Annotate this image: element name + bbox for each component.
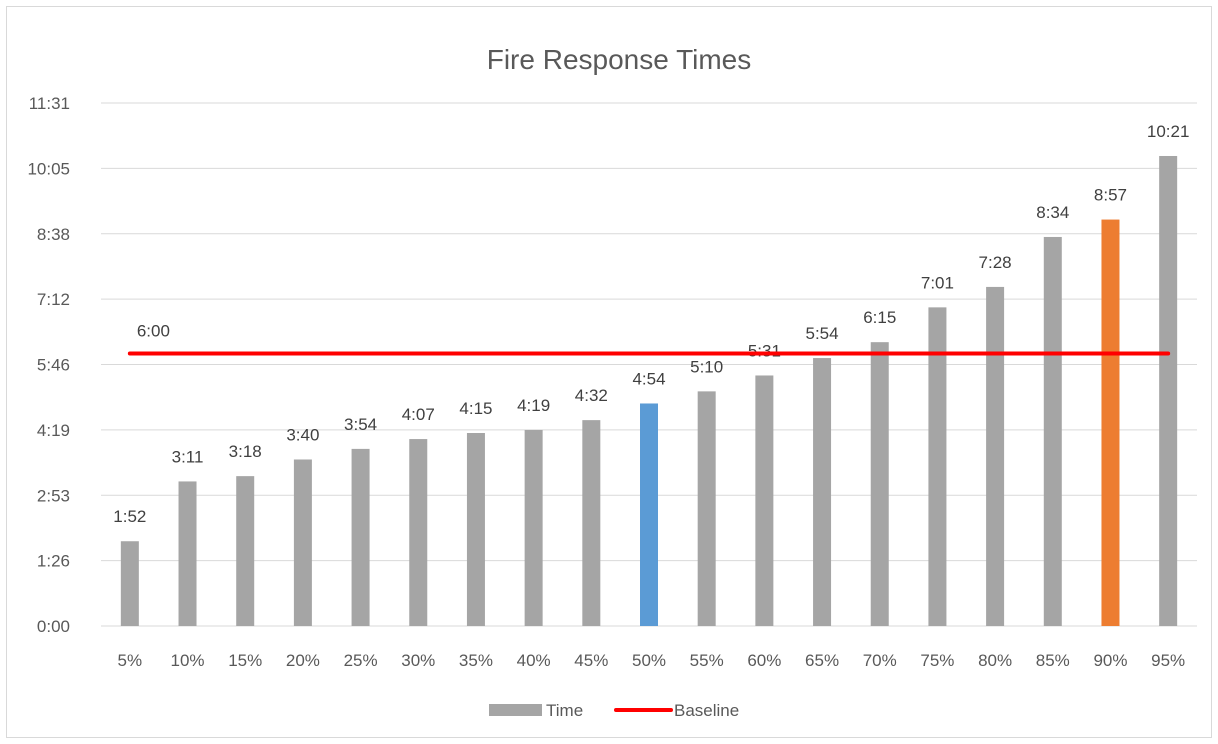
x-tick-label: 20% (286, 651, 320, 670)
bar-75pct (928, 307, 947, 626)
bar-20pct (293, 459, 312, 626)
bar-35pct (466, 432, 485, 626)
x-tick-label: 15% (228, 651, 262, 670)
bar-70pct (870, 342, 889, 626)
gridlines (101, 102, 1197, 627)
data-label: 4:19 (517, 396, 550, 415)
data-label: 7:01 (921, 273, 954, 292)
data-label: 5:31 (748, 341, 781, 360)
baseline-series: 6:00 (127, 322, 1171, 356)
data-label: 10:21 (1147, 122, 1190, 141)
y-tick-label: 0:00 (37, 617, 70, 636)
data-label: 4:07 (402, 405, 435, 424)
x-axis-ticks: 5% 10% 15% 20% 25% 30% 35% 40% 45% 50% 55% 60% 65% 70… (118, 651, 1186, 670)
bar-80pct (986, 286, 1005, 626)
bar-30pct (409, 439, 428, 626)
data-label: 4:32 (575, 386, 608, 405)
bar-25pct (351, 448, 370, 626)
data-label: 5:54 (806, 324, 839, 343)
data-label: 3:54 (344, 415, 377, 434)
x-tick-label: 85% (1036, 651, 1070, 670)
x-tick-label: 30% (401, 651, 435, 670)
bar-95pct (1159, 155, 1178, 626)
bar-45pct (582, 420, 601, 626)
baseline-label: 6:00 (137, 322, 170, 341)
chart-title: Fire Response Times (487, 44, 752, 75)
y-tick-label: 5:46 (37, 356, 70, 375)
bar-85pct (1043, 236, 1062, 626)
data-label: 6:15 (863, 308, 896, 327)
data-label: 5:10 (690, 357, 723, 376)
bar-50pct (640, 403, 658, 626)
bar-65pct (813, 358, 832, 626)
y-axis-ticks: 0:00 1:26 2:53 4:19 5:46 7:12 8:38 10:05 11:31 (27, 94, 70, 636)
y-tick-label: 10:05 (27, 159, 70, 178)
data-label: 3:18 (229, 442, 262, 461)
x-tick-label: 55% (690, 651, 724, 670)
x-tick-label: 35% (459, 651, 493, 670)
x-tick-label: 80% (978, 651, 1012, 670)
x-tick-label: 5% (118, 651, 143, 670)
x-tick-label: 70% (863, 651, 897, 670)
x-tick-label: 90% (1093, 651, 1127, 670)
chart-area: Fire Response Times 0:00 1:26 2:53 4:19 5:46… (6, 6, 1212, 738)
y-tick-label: 8:38 (37, 225, 70, 244)
fire-response-chart: Fire Response Times 0:00 1:26 2:53 4:19 5:46… (27, 44, 1197, 720)
legend-swatch-time (489, 704, 542, 716)
bar-15pct (236, 476, 255, 626)
x-tick-label: 75% (920, 651, 954, 670)
y-tick-label: 11:31 (29, 94, 70, 113)
data-label: 8:57 (1094, 186, 1127, 205)
bar-40pct (524, 429, 543, 626)
x-tick-label: 60% (747, 651, 781, 670)
x-tick-label: 65% (805, 651, 839, 670)
bar-5pct (120, 541, 139, 626)
bar-60pct (755, 375, 774, 626)
data-label: 3:11 (172, 447, 204, 466)
y-tick-label: 7:12 (37, 290, 70, 309)
y-tick-label: 1:26 (37, 552, 70, 571)
y-tick-label: 4:19 (37, 421, 70, 440)
y-tick-label: 2:53 (37, 486, 70, 505)
x-tick-label: 40% (517, 651, 551, 670)
data-label: 8:34 (1036, 203, 1069, 222)
data-label: 7:28 (979, 253, 1012, 272)
data-label: 4:15 (459, 399, 492, 418)
legend-label-time: Time (546, 701, 583, 720)
legend: Time Baseline (489, 701, 739, 720)
x-tick-label: 50% (632, 651, 666, 670)
x-tick-label: 95% (1151, 651, 1185, 670)
legend-label-baseline: Baseline (674, 701, 739, 720)
bar-55pct (697, 391, 716, 626)
bars: 1:52 3:11 3:18 3:40 3:54 4:07 4:15 4:19 4:32 4:54… (113, 122, 1190, 627)
x-tick-label: 45% (574, 651, 608, 670)
data-label: 1:52 (113, 507, 146, 526)
x-tick-label: 10% (171, 651, 205, 670)
data-label: 3:40 (286, 425, 319, 444)
bar-10pct (178, 481, 197, 626)
x-tick-label: 25% (344, 651, 378, 670)
bar-90pct (1101, 219, 1120, 627)
data-label: 4:54 (632, 369, 665, 388)
